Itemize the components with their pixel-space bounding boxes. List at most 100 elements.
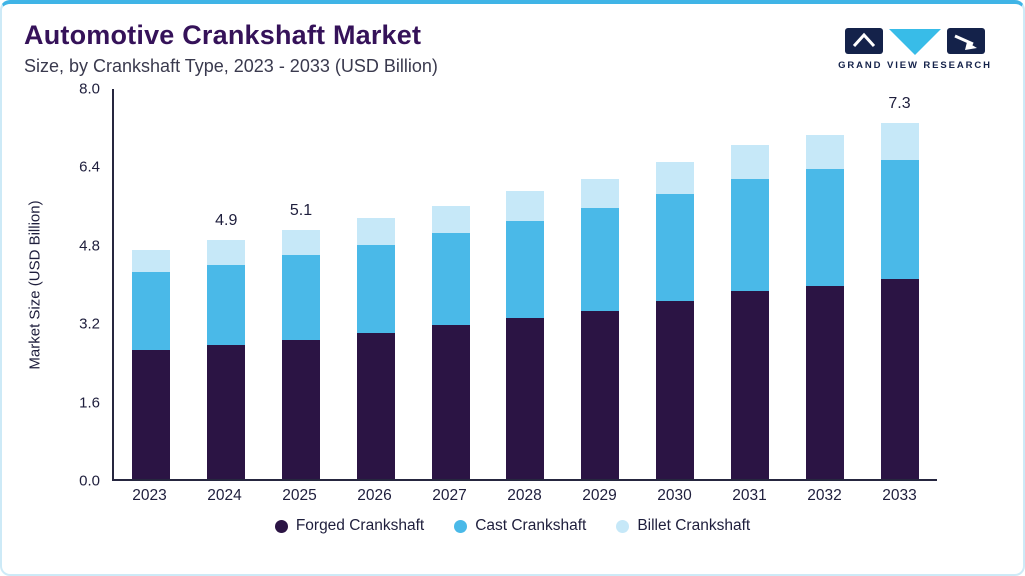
bar-segment-forged-2025 bbox=[282, 340, 321, 479]
bar-segment-cast-2031 bbox=[730, 179, 769, 292]
bar-segment-cast-2032 bbox=[805, 169, 844, 287]
grand-view-research-logo: GRAND VIEW RESEARCH bbox=[825, 26, 1005, 71]
bar-segment-billet-2029 bbox=[581, 179, 620, 209]
bar-segment-forged-2023 bbox=[132, 349, 171, 479]
data-label-2033: 7.3 bbox=[888, 95, 911, 113]
stacked-bar-2027 bbox=[431, 206, 470, 479]
y-axis-title-column: Market Size (USD Billion) bbox=[20, 89, 50, 481]
x-axis-label-2025: 2025 bbox=[282, 487, 317, 504]
bar-segment-billet-2023 bbox=[132, 249, 171, 272]
bar-slot-2025: 5.1 bbox=[264, 89, 339, 479]
data-label-2025: 5.1 bbox=[289, 202, 313, 220]
page-subtitle: Size, by Crankshaft Type, 2023 - 2033 (U… bbox=[24, 56, 438, 76]
data-label-2024: 4.9 bbox=[215, 212, 238, 230]
bar-segment-billet-2027 bbox=[431, 206, 470, 233]
legend-dot-icon bbox=[274, 519, 288, 533]
x-axis-label-2032: 2032 bbox=[807, 487, 842, 504]
bar-segment-cast-2030 bbox=[656, 193, 695, 302]
bar-segment-forged-2028 bbox=[506, 318, 545, 479]
bar-segment-forged-2031 bbox=[730, 291, 769, 479]
stacked-bar-2031 bbox=[730, 145, 769, 479]
bar-segment-cast-2025 bbox=[282, 254, 321, 341]
x-axis-label-2023: 2023 bbox=[132, 487, 167, 504]
bar-segment-cast-2029 bbox=[581, 208, 620, 311]
legend-label: Billet Crankshaft bbox=[637, 517, 751, 534]
bar-segment-cast-2023 bbox=[132, 271, 171, 350]
bar-slot-2030 bbox=[638, 89, 713, 479]
y-tick-label: 0.0 bbox=[79, 472, 100, 490]
stacked-bar-2025: 5.1 bbox=[282, 202, 321, 479]
legend-label: Cast Crankshaft bbox=[475, 517, 587, 534]
bar-segment-billet-2030 bbox=[656, 162, 695, 194]
bar-segment-cast-2027 bbox=[431, 232, 470, 326]
brand-name: GRAND VIEW RESEARCH bbox=[838, 60, 992, 71]
page-title: Automotive Crankshaft Market bbox=[24, 20, 422, 50]
x-axis-label-2033: 2033 bbox=[882, 487, 917, 504]
y-tick-label: 6.4 bbox=[79, 158, 100, 176]
y-tick-label: 4.8 bbox=[79, 237, 100, 255]
bar-slot-2026 bbox=[338, 89, 413, 479]
stacked-bar-2023 bbox=[132, 249, 171, 479]
x-axis-label-2024: 2024 bbox=[207, 487, 242, 504]
bar-slot-2023 bbox=[114, 89, 189, 479]
bar-slot-2027 bbox=[413, 89, 488, 479]
bar-segment-billet-2033 bbox=[880, 123, 919, 160]
bar-segment-billet-2024 bbox=[207, 240, 246, 265]
stacked-bar-2026 bbox=[356, 218, 395, 479]
x-axis-label-2026: 2026 bbox=[357, 487, 392, 504]
title-block: Automotive Crankshaft Market Size, by Cr… bbox=[24, 16, 438, 77]
stacked-bar-2028 bbox=[506, 191, 545, 479]
bar-segment-forged-2029 bbox=[581, 310, 620, 479]
chart-region: Market Size (USD Billion) 0.0 1.6 3.2 4.8 6.… bbox=[20, 81, 937, 511]
x-axis-label-2029: 2029 bbox=[582, 487, 617, 504]
bar-segment-forged-2032 bbox=[805, 286, 844, 479]
bar-segment-forged-2026 bbox=[356, 332, 395, 479]
bar-segment-cast-2026 bbox=[356, 245, 395, 333]
legend-item-forged: Forged Crankshaft bbox=[274, 517, 425, 535]
bar-segment-forged-2027 bbox=[431, 325, 470, 479]
bar-segment-billet-2028 bbox=[506, 191, 545, 221]
stacked-bar-2032 bbox=[805, 135, 844, 479]
bar-slot-2024: 4.9 bbox=[189, 89, 264, 479]
y-tick-label: 1.6 bbox=[79, 394, 100, 412]
bar-segment-billet-2032 bbox=[805, 135, 844, 170]
x-axis-label-2030: 2030 bbox=[657, 487, 692, 504]
bar-segment-forged-2024 bbox=[207, 344, 246, 479]
legend: Forged Crankshaft Cast Crankshaft Billet C… bbox=[2, 517, 1023, 535]
y-axis-ticks: 0.0 1.6 3.2 4.8 6.4 8.0 bbox=[50, 81, 112, 490]
stacked-bar-2029 bbox=[581, 179, 620, 479]
bar-segment-forged-2033 bbox=[880, 279, 919, 479]
y-tick-label: 8.0 bbox=[79, 80, 100, 98]
bar-segment-billet-2031 bbox=[730, 145, 769, 180]
bar-slot-2032 bbox=[787, 89, 862, 479]
bar-segment-billet-2025 bbox=[282, 230, 321, 255]
bar-slot-2029 bbox=[563, 89, 638, 479]
header: Automotive Crankshaft Market Size, by Cr… bbox=[2, 4, 1023, 77]
stacked-bar-2030 bbox=[656, 162, 695, 479]
bar-segment-forged-2030 bbox=[656, 301, 695, 479]
bar-segment-billet-2026 bbox=[356, 218, 395, 245]
plot-column: 4.9 5.1 7.3 2023 2024 2025 2026 2027 2028 2029 20… bbox=[112, 89, 937, 511]
bar-segment-cast-2033 bbox=[880, 159, 919, 280]
plot-area: 4.9 5.1 7.3 bbox=[112, 89, 937, 481]
y-tick-label: 3.2 bbox=[79, 315, 100, 333]
legend-label: Forged Crankshaft bbox=[295, 517, 425, 534]
legend-dot-icon bbox=[454, 519, 468, 533]
legend-dot-icon bbox=[616, 519, 630, 533]
x-axis-label-2027: 2027 bbox=[432, 487, 467, 504]
legend-item-billet: Billet Crankshaft bbox=[616, 517, 750, 535]
legend-item-cast: Cast Crankshaft bbox=[454, 517, 586, 535]
y-axis-title: Market Size (USD Billion) bbox=[26, 200, 44, 370]
x-axis-label-2031: 2031 bbox=[732, 487, 767, 504]
bar-segment-cast-2028 bbox=[506, 220, 545, 319]
bar-segment-cast-2024 bbox=[207, 264, 246, 345]
x-axis-label-2028: 2028 bbox=[507, 487, 542, 504]
x-axis-labels: 2023 2024 2025 2026 2027 2028 2029 2030 2031 2032… bbox=[112, 481, 937, 511]
bar-slot-2031 bbox=[713, 89, 788, 479]
stacked-bar-2024: 4.9 bbox=[207, 212, 246, 479]
stacked-bar-2033: 7.3 bbox=[880, 95, 919, 479]
bar-slot-2033: 7.3 bbox=[862, 89, 937, 479]
bar-slot-2028 bbox=[488, 89, 563, 479]
logo-mark-icon bbox=[845, 28, 985, 55]
